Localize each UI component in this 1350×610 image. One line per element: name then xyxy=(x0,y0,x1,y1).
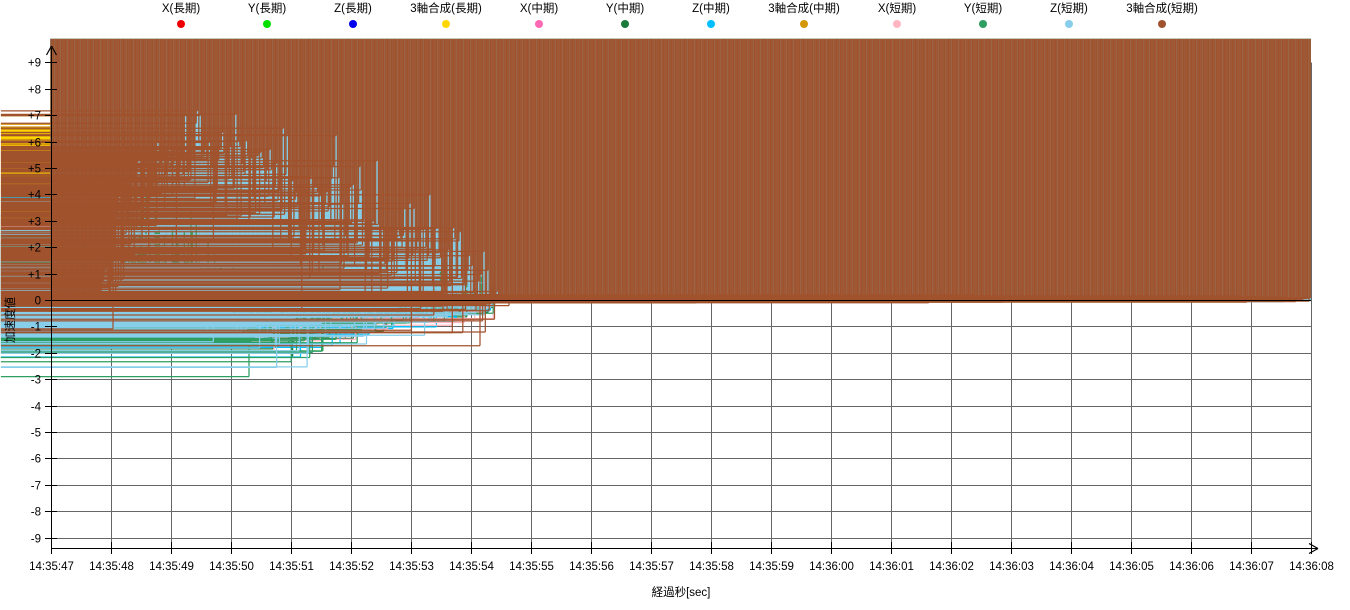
legend-item-8[interactable]: X(短期) xyxy=(854,2,940,28)
y-tick-label: -6 xyxy=(31,454,41,466)
y-tick-label: -5 xyxy=(31,428,41,440)
legend-label: Z(中期) xyxy=(692,3,730,15)
x-tick-label: 14:35:52 xyxy=(329,561,374,573)
y-axis-title: 加速度値 xyxy=(3,297,17,343)
x-tick-label: 14:35:59 xyxy=(749,561,794,573)
y-tick-label: -9 xyxy=(31,534,41,546)
legend-item-3[interactable]: 3軸合成(長期) xyxy=(396,2,496,28)
x-tick-label: 14:35:57 xyxy=(629,561,674,573)
legend-label: X(中期) xyxy=(519,3,559,15)
legend-swatch-icon xyxy=(1158,20,1166,28)
legend-item-11[interactable]: 3軸合成(短期) xyxy=(1112,2,1212,28)
y-tick-label: +4 xyxy=(28,190,42,202)
x-tick-label: 14:36:00 xyxy=(809,561,854,573)
legend-item-2[interactable]: Z(長期) xyxy=(310,2,396,28)
y-tick-label: -1 xyxy=(31,322,41,334)
legend-swatch-icon xyxy=(893,20,901,28)
y-tick-label: +3 xyxy=(28,217,41,229)
x-axis-title: 経過秒[sec] xyxy=(652,585,711,599)
legend-swatch-icon xyxy=(979,20,987,28)
y-tick-label: +9 xyxy=(28,58,41,70)
x-tick-label: 14:36:08 xyxy=(1289,561,1334,573)
legend-item-6[interactable]: Z(中期) xyxy=(668,2,754,28)
y-tick-label: 0 xyxy=(35,296,41,308)
legend-label: X(長期) xyxy=(161,3,201,15)
x-tick-label: 14:35:51 xyxy=(269,561,314,573)
series-11 xyxy=(0,38,1311,347)
x-tick-label: 14:36:07 xyxy=(1229,561,1274,573)
y-axis-arrow-icon xyxy=(45,45,58,56)
legend-swatch-icon xyxy=(707,20,715,28)
axis-labels: +9 +8 +7 +6 +5 +4 +3 +2 +1 0 -1 -2 -3 -4 -5 -6 -7 -8 -9 14:… xyxy=(3,58,1334,600)
x-tick-label: 14:35:49 xyxy=(149,561,194,573)
x-tick-label: 14:36:04 xyxy=(1049,561,1094,573)
legend-label: 3軸合成(中期) xyxy=(768,3,840,15)
series-points xyxy=(0,38,1311,347)
legend-swatch-icon xyxy=(442,20,450,28)
x-tick-label: 14:35:55 xyxy=(509,561,554,573)
x-tick-label: 14:35:53 xyxy=(389,561,434,573)
plot-svg: +9 +8 +7 +6 +5 +4 +3 +2 +1 0 -1 -2 -3 -4 -5 -6 -7 -8 -9 14:… xyxy=(0,38,1334,600)
y-tick-label: +6 xyxy=(28,138,41,150)
y-tick-label: +1 xyxy=(28,270,41,282)
legend-swatch-icon xyxy=(800,20,808,28)
y-tick-label: +8 xyxy=(28,85,41,97)
y-tick-label: -7 xyxy=(31,481,41,493)
legend-item-1[interactable]: Y(長期) xyxy=(224,2,310,28)
y-tick-label: +5 xyxy=(28,164,41,176)
legend-label: Y(短期) xyxy=(963,3,1003,15)
x-tick-label: 14:35:48 xyxy=(89,561,134,573)
legend-label: Y(中期) xyxy=(605,3,645,15)
y-tick-label: -2 xyxy=(31,349,41,361)
legend-label: Z(長期) xyxy=(334,3,372,15)
x-tick-label: 14:36:03 xyxy=(989,561,1034,573)
x-tick-label: 14:35:58 xyxy=(689,561,734,573)
x-tick-label: 14:35:56 xyxy=(569,561,614,573)
legend-swatch-icon xyxy=(535,20,543,28)
legend-swatch-icon xyxy=(263,20,271,28)
axes xyxy=(45,45,1319,555)
legend-item-7[interactable]: 3軸合成(中期) xyxy=(754,2,854,28)
legend-swatch-icon xyxy=(1065,20,1073,28)
x-tick-label: 14:36:05 xyxy=(1109,561,1154,573)
chart-legend: X(長期) Y(長期) Z(長期) 3軸合成(長期) X(中期) Y(中期) Z(中期) 3軸… xyxy=(0,2,1350,38)
legend-label: 3軸合成(短期) xyxy=(1126,3,1198,15)
legend-swatch-icon xyxy=(177,20,185,28)
y-tick-label: -3 xyxy=(31,375,41,387)
x-tick-label: 14:35:50 xyxy=(209,561,254,573)
y-tick-label: +7 xyxy=(28,111,41,123)
x-axis-arrow-icon xyxy=(1308,542,1319,555)
legend-item-4[interactable]: X(中期) xyxy=(496,2,582,28)
legend-swatch-icon xyxy=(349,20,357,28)
y-tick-label: -4 xyxy=(31,402,42,414)
y-tick-label: -8 xyxy=(31,507,41,519)
data-points xyxy=(0,38,1311,378)
x-tick-label: 14:36:01 xyxy=(869,561,914,573)
x-tick-label: 14:35:47 xyxy=(29,561,74,573)
y-tick-label: +2 xyxy=(28,243,41,255)
legend-label: Z(短期) xyxy=(1050,3,1088,15)
legend-label: 3軸合成(長期) xyxy=(410,3,482,15)
legend-item-10[interactable]: Z(短期) xyxy=(1026,2,1112,28)
legend-item-9[interactable]: Y(短期) xyxy=(940,2,1026,28)
plot-area: +9 +8 +7 +6 +5 +4 +3 +2 +1 0 -1 -2 -3 -4 -5 -6 -7 -8 -9 14:… xyxy=(0,38,1350,610)
legend-item-0[interactable]: X(長期) xyxy=(138,2,224,28)
legend-item-5[interactable]: Y(中期) xyxy=(582,2,668,28)
legend-label: Y(長期) xyxy=(247,3,287,15)
x-tick-label: 14:36:02 xyxy=(929,561,974,573)
x-tick-label: 14:36:06 xyxy=(1169,561,1214,573)
legend-swatch-icon xyxy=(621,20,629,28)
x-tick-label: 14:35:54 xyxy=(449,561,494,573)
legend-label: X(短期) xyxy=(877,3,917,15)
